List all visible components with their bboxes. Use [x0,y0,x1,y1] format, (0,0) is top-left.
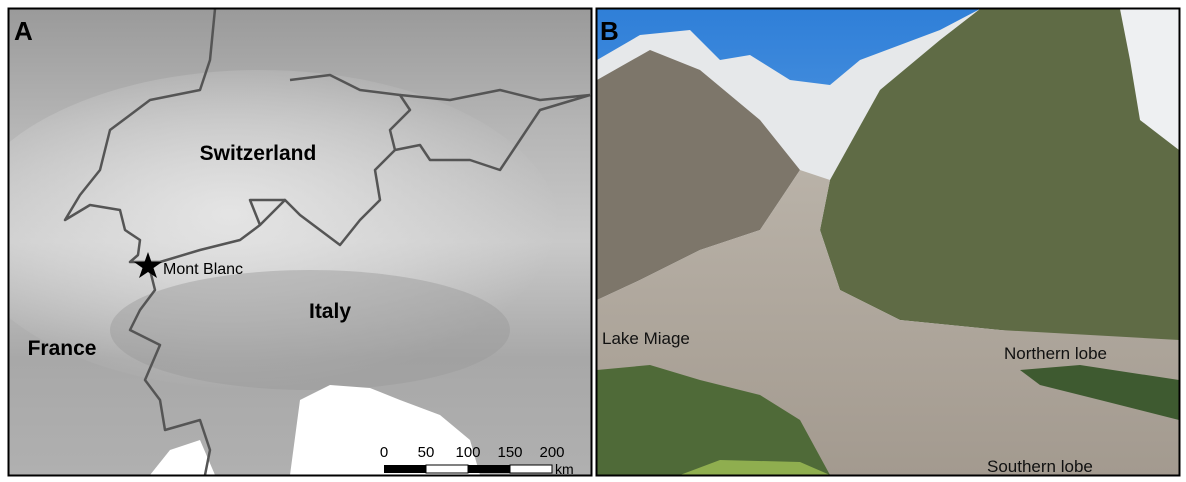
scale-segment [510,465,552,473]
scale-tick: 50 [418,444,435,461]
scale-tick: 150 [497,444,522,461]
scale-tick: 0 [380,444,388,461]
scale-segment [468,465,510,473]
figure: Mont Blanc A Switzerland Italy France 0 … [0,0,1186,482]
annotation: Southern lobe [987,457,1093,476]
scale-segment [426,465,468,473]
annotation: Lake Miage [602,329,690,348]
scale-tick: 200 [539,444,564,461]
place-label: Italy [309,300,351,323]
po-plain [110,270,510,390]
map-panel: Mont Blanc A Switzerland Italy France 0 … [0,9,591,477]
place-label: Switzerland [200,142,317,165]
scale-segment [384,465,426,473]
scale-tick: 100 [455,444,480,461]
marker-label: Mont Blanc [163,261,243,278]
annotation: Northern lobe [1004,344,1107,363]
panel-label: B [600,16,619,46]
place-label: France [28,337,97,360]
panel-label: A [14,16,33,46]
photo-panel: B Lake Miage Northern lobe Southern lobe [597,9,1179,476]
